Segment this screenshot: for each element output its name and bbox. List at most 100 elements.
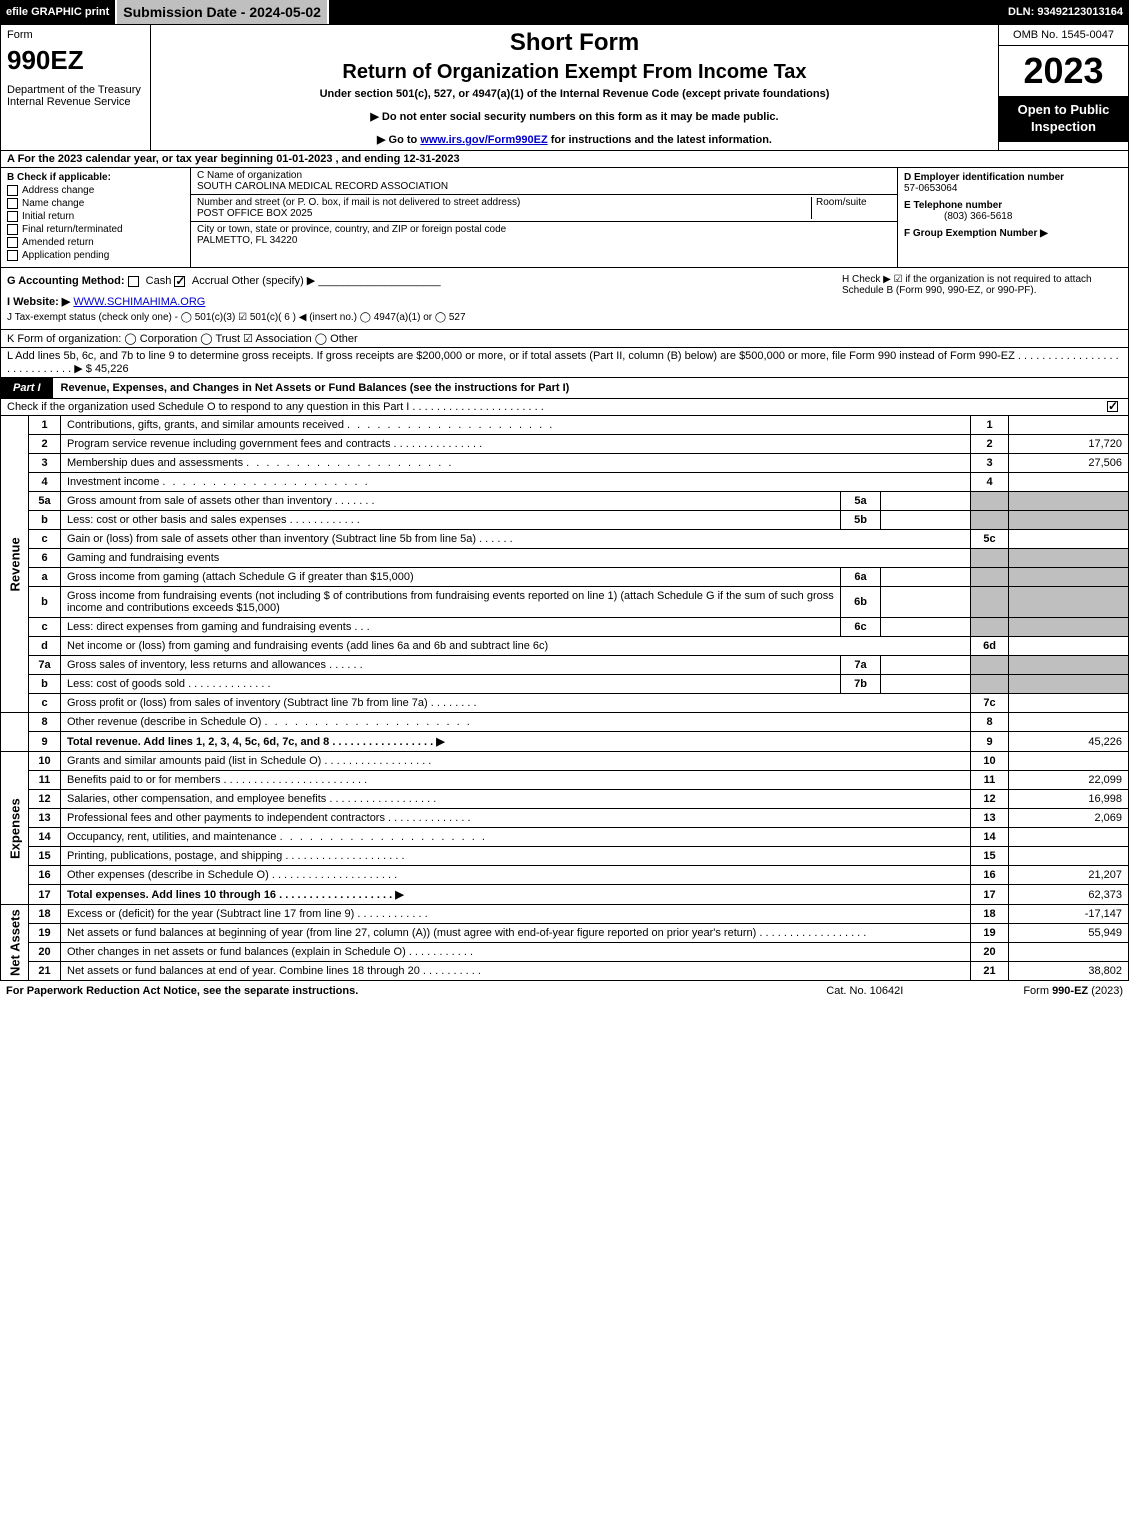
note2-pre: ▶ Go to (377, 134, 420, 146)
ln11-box: 11 (971, 771, 1009, 790)
ln5b-num: b (29, 511, 61, 530)
ln18-val: -17,147 (1009, 905, 1129, 924)
ln5c-num: c (29, 530, 61, 549)
note2-post: for instructions and the latest informat… (548, 134, 772, 146)
page-footer: For Paperwork Reduction Act Notice, see … (0, 981, 1129, 1001)
chk-amended[interactable]: Amended return (7, 237, 184, 248)
header-left: Form 990EZ Department of the Treasury In… (1, 25, 151, 150)
section-c: C Name of organization SOUTH CAROLINA ME… (191, 168, 1128, 267)
ln13-box: 13 (971, 809, 1009, 828)
grey-cell (1009, 675, 1129, 694)
grey-cell (1009, 587, 1129, 618)
ln5b-desc: Less: cost or other basis and sales expe… (67, 514, 287, 526)
ln7b-subval (881, 675, 971, 694)
ln6a-sub: 6a (841, 568, 881, 587)
ln9-num: 9 (29, 732, 61, 752)
ln16-desc: Other expenses (describe in Schedule O) (67, 869, 269, 881)
section-bc: B Check if applicable: Address change Na… (0, 168, 1129, 268)
website-link[interactable]: WWW.SCHIMAHIMA.ORG (73, 296, 205, 308)
form-header: Form 990EZ Department of the Treasury In… (0, 24, 1129, 151)
org-name-block: C Name of organization SOUTH CAROLINA ME… (191, 168, 897, 195)
grey-cell (971, 568, 1009, 587)
section-i: I Website: ▶ WWW.SCHIMAHIMA.ORG (7, 295, 842, 308)
chk-final-return[interactable]: Final return/terminated (7, 224, 184, 235)
ln6d-box: 6d (971, 637, 1009, 656)
ln20-num: 20 (29, 943, 61, 962)
ln6d-num: d (29, 637, 61, 656)
ln2-box: 2 (971, 435, 1009, 454)
checkbox-icon (128, 276, 139, 287)
ln2-val: 17,720 (1009, 435, 1129, 454)
ln19-box: 19 (971, 924, 1009, 943)
ln6c-subval (881, 618, 971, 637)
section-gh-left: G Accounting Method: Cash Accrual Other … (7, 274, 842, 323)
ln21-desc: Net assets or fund balances at end of ye… (67, 965, 420, 977)
ln19-desc: Net assets or fund balances at beginning… (67, 927, 756, 939)
ln4-val (1009, 473, 1129, 492)
ein: 57-0653064 (904, 183, 957, 194)
grey-cell (971, 492, 1009, 511)
g-other: Other (specify) ▶ (232, 275, 316, 287)
ln21-val: 38,802 (1009, 962, 1129, 981)
g-cash: Cash (146, 275, 172, 287)
checkbox-icon (174, 276, 185, 287)
ln1-box: 1 (971, 416, 1009, 435)
ln20-box: 20 (971, 943, 1009, 962)
chk-label: Address change (22, 185, 94, 196)
main-title: Return of Organization Exempt From Incom… (157, 61, 992, 84)
ln21-box: 21 (971, 962, 1009, 981)
ln12-num: 12 (29, 790, 61, 809)
chk-app-pending[interactable]: Application pending (7, 250, 184, 261)
chk-address-change[interactable]: Address change (7, 185, 184, 196)
phone: (803) 366-5618 (944, 211, 1012, 222)
ln1-num: 1 (29, 416, 61, 435)
street: POST OFFICE BOX 2025 (197, 208, 312, 219)
ln17-box: 17 (971, 885, 1009, 905)
ln6c-num: c (29, 618, 61, 637)
ln3-val: 27,506 (1009, 454, 1129, 473)
ln11-val: 22,099 (1009, 771, 1129, 790)
ln19-num: 19 (29, 924, 61, 943)
ln7a-subval (881, 656, 971, 675)
ln5a-subval (881, 492, 971, 511)
ln10-box: 10 (971, 752, 1009, 771)
header-center: Short Form Return of Organization Exempt… (151, 25, 998, 150)
chk-name-change[interactable]: Name change (7, 198, 184, 209)
ln8-desc: Other revenue (describe in Schedule O) (67, 716, 261, 728)
ln5c-box: 5c (971, 530, 1009, 549)
section-a: A For the 2023 calendar year, or tax yea… (0, 151, 1129, 168)
chk-initial-return[interactable]: Initial return (7, 211, 184, 222)
ln7b-sub: 7b (841, 675, 881, 694)
grey-cell (1009, 492, 1129, 511)
ln16-num: 16 (29, 866, 61, 885)
section-b: B Check if applicable: Address change Na… (1, 168, 191, 267)
short-form-title: Short Form (157, 29, 992, 57)
ln6b-num: b (29, 587, 61, 618)
group-label: F Group Exemption Number ▶ (904, 228, 1048, 239)
ln13-val: 2,069 (1009, 809, 1129, 828)
form-label: Form (7, 29, 144, 41)
ln6b-desc: Gross income from fundraising events (no… (61, 587, 841, 618)
l-value: 45,226 (95, 363, 129, 375)
part1-label: Part I (1, 378, 53, 398)
ln1-val (1009, 416, 1129, 435)
ln17-val: 62,373 (1009, 885, 1129, 905)
ln10-desc: Grants and similar amounts paid (list in… (67, 755, 321, 767)
grey-cell (971, 618, 1009, 637)
top-bar: efile GRAPHIC print Submission Date - 20… (0, 0, 1129, 24)
ln6d-desc: Net income or (loss) from gaming and fun… (61, 637, 971, 656)
l-text: L Add lines 5b, 6c, and 7b to line 9 to … (7, 350, 1119, 375)
ln6a-subval (881, 568, 971, 587)
checkbox-icon (7, 185, 18, 196)
submission-date: Submission Date - 2024-05-02 (117, 0, 329, 24)
ln17-num: 17 (29, 885, 61, 905)
dln-label: DLN: 93492123013164 (1002, 0, 1129, 24)
irs-link[interactable]: www.irs.gov/Form990EZ (420, 134, 547, 146)
section-d: D Employer identification number57-06530… (898, 168, 1128, 267)
checkbox-icon (7, 237, 18, 248)
ln3-box: 3 (971, 454, 1009, 473)
phone-label: E Telephone number (904, 200, 1002, 211)
ln7c-val (1009, 694, 1129, 713)
section-g: G Accounting Method: Cash Accrual Other … (7, 274, 842, 287)
department: Department of the Treasury Internal Reve… (7, 84, 144, 108)
